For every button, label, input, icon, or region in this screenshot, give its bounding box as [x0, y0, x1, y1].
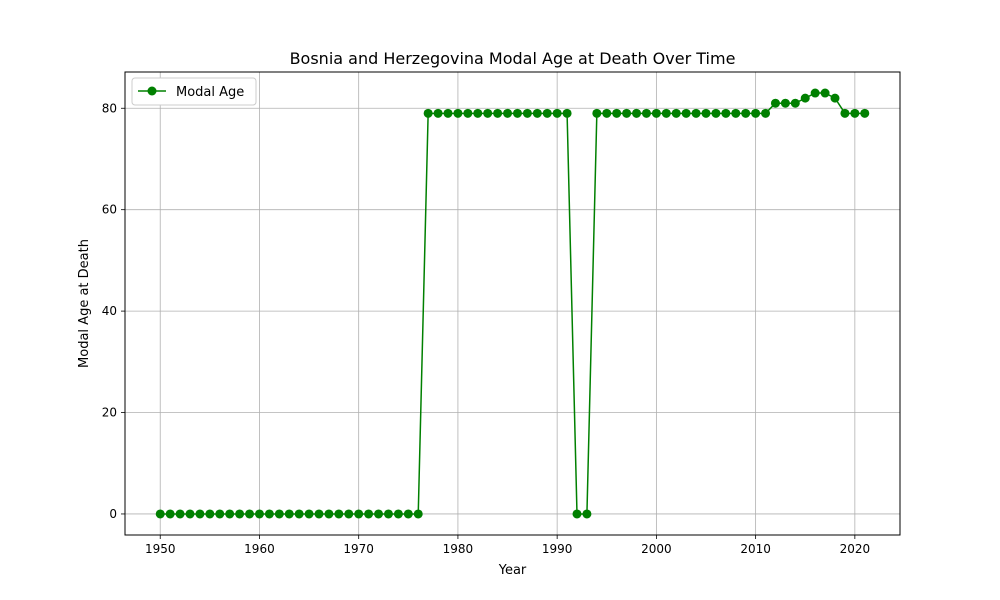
- data-point: [622, 108, 632, 118]
- data-point: [185, 509, 195, 519]
- data-point: [701, 108, 711, 118]
- x-tick-label: 1980: [443, 542, 474, 556]
- x-tick-label: 1960: [244, 542, 275, 556]
- y-axis-label: Modal Age at Death: [77, 239, 92, 368]
- data-point: [453, 108, 463, 118]
- data-point: [562, 108, 572, 118]
- series-layer: [155, 88, 870, 519]
- data-point: [463, 108, 473, 118]
- data-point: [314, 509, 324, 519]
- data-point: [254, 509, 264, 519]
- x-axis-label: Year: [498, 563, 527, 578]
- x-tick-label: 2020: [840, 542, 871, 556]
- data-point: [374, 509, 384, 519]
- data-point: [423, 108, 433, 118]
- axis-ticks: 1950 1960 1970 1980 1990 2000 2010 2020 0 20 40 60 8…: [102, 101, 870, 556]
- data-point: [731, 108, 741, 118]
- plot-area-frame: [124, 71, 901, 536]
- data-point: [632, 108, 642, 118]
- data-point: [344, 509, 354, 519]
- data-point: [403, 509, 413, 519]
- legend-box: [131, 77, 257, 106]
- data-point: [493, 108, 503, 118]
- y-tick-label: 40: [102, 304, 117, 318]
- data-point: [532, 108, 542, 118]
- legend-marker-swatch: [147, 86, 157, 96]
- data-point: [155, 509, 165, 519]
- data-point: [225, 509, 235, 519]
- data-point: [245, 509, 255, 519]
- data-point: [572, 509, 582, 519]
- data-point: [215, 509, 225, 519]
- data-point: [721, 108, 731, 118]
- y-tick-label: 0: [109, 507, 117, 521]
- data-point: [195, 509, 205, 519]
- data-point: [612, 108, 622, 118]
- data-point: [304, 509, 314, 519]
- data-point: [294, 509, 304, 519]
- y-tick-label: 80: [102, 101, 117, 115]
- data-point: [364, 509, 374, 519]
- data-point: [850, 108, 860, 118]
- data-point: [473, 108, 483, 118]
- data-point: [393, 509, 403, 519]
- data-point: [582, 509, 592, 519]
- x-tick-label: 1990: [542, 542, 573, 556]
- data-point: [761, 108, 771, 118]
- data-point: [691, 108, 701, 118]
- data-point: [552, 108, 562, 118]
- data-point: [483, 108, 493, 118]
- data-point: [383, 509, 393, 519]
- data-point: [433, 108, 443, 118]
- data-point: [413, 509, 423, 519]
- data-point: [860, 108, 870, 118]
- data-point: [512, 108, 522, 118]
- legend-entry-modal-age: Modal Age: [176, 85, 244, 100]
- x-tick-label: 1950: [145, 542, 176, 556]
- data-point: [641, 108, 651, 118]
- data-point: [235, 509, 245, 519]
- data-point: [602, 108, 612, 118]
- legend: Modal Age: [131, 77, 257, 106]
- x-tick-label: 2000: [641, 542, 672, 556]
- y-tick-label: 20: [102, 406, 117, 420]
- data-point: [284, 509, 294, 519]
- data-point: [751, 108, 761, 118]
- data-point: [770, 98, 780, 108]
- data-point: [324, 509, 334, 519]
- data-point: [810, 88, 820, 98]
- data-point: [790, 98, 800, 108]
- data-point: [830, 93, 840, 103]
- data-point: [542, 108, 552, 118]
- data-point: [671, 108, 681, 118]
- data-point: [274, 509, 284, 519]
- y-tick-label: 60: [102, 203, 117, 217]
- data-point: [840, 108, 850, 118]
- data-point: [741, 108, 751, 118]
- data-point: [780, 98, 790, 108]
- data-point: [443, 108, 453, 118]
- data-point: [175, 509, 185, 519]
- x-tick-label: 2010: [740, 542, 771, 556]
- data-point: [800, 93, 810, 103]
- data-point: [681, 108, 691, 118]
- data-point: [264, 509, 274, 519]
- data-point: [711, 108, 721, 118]
- x-tick-label: 1970: [343, 542, 374, 556]
- data-point: [820, 88, 830, 98]
- chart-title: Bosnia and Herzegovina Modal Age at Deat…: [290, 49, 736, 68]
- data-point: [661, 108, 671, 118]
- data-point: [503, 108, 513, 118]
- data-point: [334, 509, 344, 519]
- data-point: [651, 108, 661, 118]
- data-point: [354, 509, 364, 519]
- data-point: [165, 509, 175, 519]
- data-point: [522, 108, 532, 118]
- data-point: [205, 509, 215, 519]
- data-point: [592, 108, 602, 118]
